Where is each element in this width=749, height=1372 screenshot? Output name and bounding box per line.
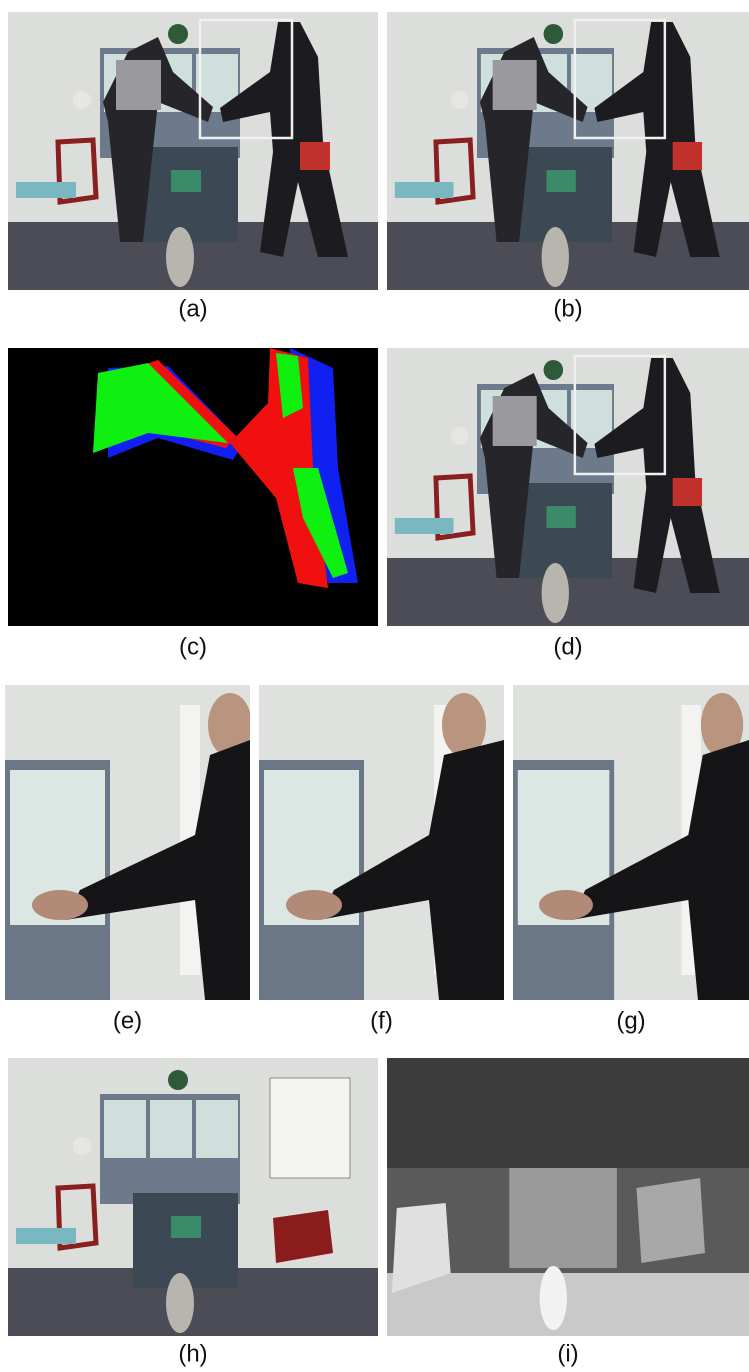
panel xyxy=(387,1058,749,1336)
hands xyxy=(32,890,88,920)
panel-image xyxy=(8,12,378,290)
clock xyxy=(168,24,188,44)
panel-label: (d) xyxy=(553,633,582,660)
panel-label: (a) xyxy=(178,295,207,322)
skeleton-head xyxy=(73,1137,91,1155)
panel-image xyxy=(259,685,504,1000)
panel xyxy=(5,685,252,1000)
logo xyxy=(546,506,575,528)
statue-depth xyxy=(540,1266,567,1330)
clock xyxy=(544,360,564,380)
hands xyxy=(539,890,593,920)
skeleton-head xyxy=(73,91,91,109)
book xyxy=(673,142,702,170)
logo xyxy=(546,170,575,192)
statue xyxy=(166,227,194,287)
shirt xyxy=(116,60,161,110)
statue xyxy=(542,227,569,287)
desk-depth xyxy=(509,1168,617,1268)
panel xyxy=(8,12,378,290)
panel xyxy=(259,685,504,1000)
panel-label: (f) xyxy=(370,1007,393,1034)
table xyxy=(16,1228,76,1244)
poster xyxy=(104,1100,146,1158)
hands xyxy=(286,890,342,920)
panel-label: (e) xyxy=(113,1007,142,1034)
logo xyxy=(171,1216,201,1238)
right-chair-depth xyxy=(636,1178,704,1263)
logo xyxy=(171,170,201,192)
panel-label: (g) xyxy=(616,1007,645,1034)
panel-image xyxy=(8,1058,378,1336)
panel-label: (h) xyxy=(178,1340,207,1367)
clock xyxy=(168,1070,188,1090)
panel-label: (b) xyxy=(553,295,582,322)
panel-label: (i) xyxy=(557,1340,578,1367)
clock xyxy=(544,24,564,44)
poster xyxy=(196,1100,238,1158)
panel-image xyxy=(387,1058,749,1336)
book xyxy=(300,142,330,170)
panel-label: (c) xyxy=(179,633,207,660)
panel-image xyxy=(5,685,252,1000)
figure: (a) (b) (c) (d) (e) (f) (g) (h) (i) xyxy=(0,0,749,1372)
panel-image xyxy=(513,685,749,1000)
panel-image xyxy=(8,348,378,626)
panel xyxy=(387,348,749,626)
table xyxy=(16,182,76,198)
flipchart xyxy=(270,1078,350,1178)
skeleton-head xyxy=(451,91,469,109)
shirt xyxy=(493,60,537,110)
shirt xyxy=(493,396,537,446)
book xyxy=(673,478,702,506)
far-wall xyxy=(387,1058,749,1168)
table xyxy=(395,518,454,534)
panel xyxy=(8,348,378,626)
floor-depth xyxy=(387,1273,749,1336)
desk xyxy=(133,1193,238,1288)
poster xyxy=(150,1100,192,1158)
panel-image xyxy=(387,12,749,290)
table xyxy=(395,182,454,198)
panel xyxy=(8,1058,378,1336)
panel xyxy=(387,12,749,290)
skeleton-head xyxy=(451,427,469,445)
panel-image xyxy=(387,348,749,626)
statue xyxy=(542,563,569,623)
statue xyxy=(166,1273,194,1333)
panel xyxy=(513,685,749,1000)
